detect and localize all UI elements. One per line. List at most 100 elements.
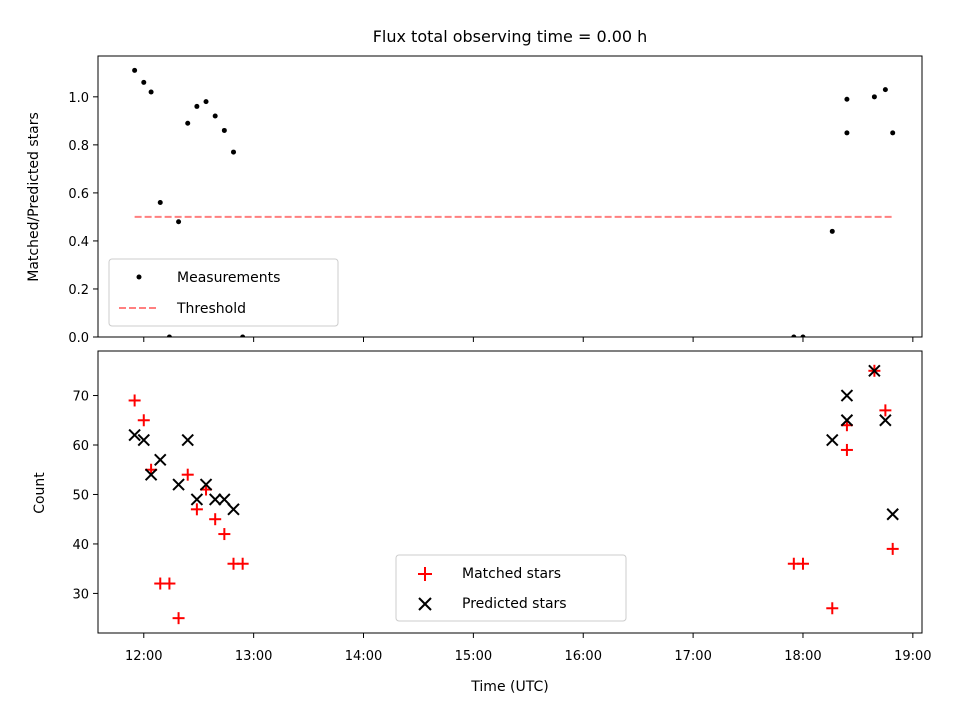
x-tick-label: 14:00 (345, 649, 382, 664)
count-panel-frame (97, 350, 923, 634)
predicted-star-point (144, 468, 158, 481)
x-tick-label: 13:00 (235, 649, 272, 664)
measurement-point (882, 87, 888, 93)
x-tick-label: 17:00 (674, 649, 711, 664)
ratio-legend: Measurements Threshold (108, 258, 339, 327)
y-tick-label: 30 (72, 587, 89, 602)
predicted-stroke-b (868, 364, 881, 377)
predicted-stroke-b (190, 493, 204, 506)
x-axis-title: Time (UTC) (470, 679, 548, 695)
predicted-star-point (172, 478, 185, 491)
y-tick-label: 0.4 (68, 235, 89, 250)
matched-star-point (137, 414, 150, 427)
legend-matched-label: Matched stars (462, 566, 561, 582)
ratio-plot-area (132, 67, 896, 337)
predicted-star-point (190, 493, 204, 506)
matched-star-point (826, 602, 839, 615)
predicted-stroke-b (886, 508, 899, 521)
predicted-stroke-b (172, 478, 185, 491)
predicted-stroke-b (181, 433, 194, 447)
matched-star-point (181, 468, 194, 481)
predicted-star-point (154, 453, 167, 467)
predicted-stroke-b (208, 493, 222, 506)
legend-matched-marker (418, 567, 432, 581)
x-tick-label: 15:00 (455, 649, 492, 664)
ratio-y-axis: 0.0 0.2 0.4 0.6 0.8 1.0 (68, 91, 98, 346)
x-tick-label: 18:00 (784, 649, 821, 664)
predicted-stroke-b (154, 453, 167, 467)
y-tick-label: 0.0 (68, 331, 89, 346)
measurement-point (829, 228, 835, 234)
predicted-stroke-b (840, 414, 854, 427)
matched-star-point (163, 577, 176, 590)
measurement-point (800, 334, 806, 337)
count-panel: 30 40 50 60 70 12:00 13:00 14:00 15:00 16:00 17:0… (32, 350, 932, 695)
y-tick-label: 0.6 (68, 187, 89, 202)
legend-measurements-marker (136, 274, 142, 280)
legend-threshold-label: Threshold (176, 301, 246, 317)
measurement-point (166, 334, 172, 337)
predicted-star-point (886, 508, 899, 521)
predicted-stroke-b (840, 389, 854, 402)
predicted-stroke-b (826, 433, 839, 447)
matched-star-point (879, 404, 892, 417)
y-tick-label: 60 (72, 439, 89, 454)
measurement-point (141, 79, 147, 85)
predicted-stroke-b (218, 493, 231, 506)
measurement-point (176, 219, 182, 225)
chart-title: Flux total observing time = 0.00 h (373, 27, 648, 46)
predicted-stroke-b (144, 468, 158, 481)
measurement-point (231, 149, 237, 155)
measurement-point (157, 200, 163, 206)
predicted-stroke-b (128, 428, 141, 442)
marks-group (128, 364, 899, 625)
measurement-point (185, 120, 191, 126)
predicted-star-point (181, 433, 194, 447)
predicted-star-point (208, 493, 222, 506)
ratio-legend-box (108, 258, 339, 327)
matched-star-point (209, 513, 222, 526)
predicted-star-point (879, 414, 892, 427)
measurement-point (148, 89, 154, 95)
matched-star-point (190, 503, 203, 516)
measurement-point (844, 96, 850, 102)
predicted-stroke-b (879, 414, 892, 427)
matched-star-point (236, 557, 249, 570)
predicted-stroke-b (227, 503, 240, 516)
matched-star-point (886, 542, 899, 555)
measurement-point (871, 94, 877, 100)
legend-predicted-marker (418, 597, 432, 611)
ratio-x-axis (143, 337, 914, 342)
predicted-star-point (227, 503, 240, 516)
matched-star-point (840, 443, 853, 456)
measurement-point (240, 334, 246, 337)
ratio-panel: 0.0 0.2 0.4 0.6 0.8 1.0 Matched/Predicted sta… (26, 55, 923, 346)
predicted-stroke-b (199, 478, 213, 491)
measurement-point (194, 103, 200, 109)
predicted-star-point (199, 478, 213, 491)
predicted-star-point (137, 433, 150, 447)
y-tick-label: 0.2 (68, 283, 89, 298)
y-tick-label: 1.0 (68, 91, 89, 106)
measurement-point (221, 127, 227, 133)
matched-star-point (128, 394, 141, 407)
x-tick-label: 19:00 (894, 649, 931, 664)
y-tick-label: 0.8 (68, 139, 89, 154)
matched-star-point (218, 528, 231, 541)
count-x-axis: 12:00 13:00 14:00 15:00 16:00 17:00 18:00 19:00 (125, 633, 932, 664)
y-tick-label: 70 (72, 390, 89, 405)
count-legend-box (395, 554, 627, 622)
predicted-star-point (128, 428, 141, 442)
legend-predicted-label: Predicted stars (462, 596, 567, 612)
predicted-star-point (840, 414, 854, 427)
legend-measurements-label: Measurements (177, 270, 280, 286)
predicted-stroke-b (137, 433, 150, 447)
predicted-star-point (826, 433, 839, 447)
count-plot-area (128, 364, 899, 625)
measurement-point (844, 130, 850, 136)
y-tick-label: 40 (72, 538, 89, 553)
measurement-point (791, 334, 797, 337)
x-tick-label: 16:00 (565, 649, 602, 664)
x-tick-label: 12:00 (125, 649, 162, 664)
